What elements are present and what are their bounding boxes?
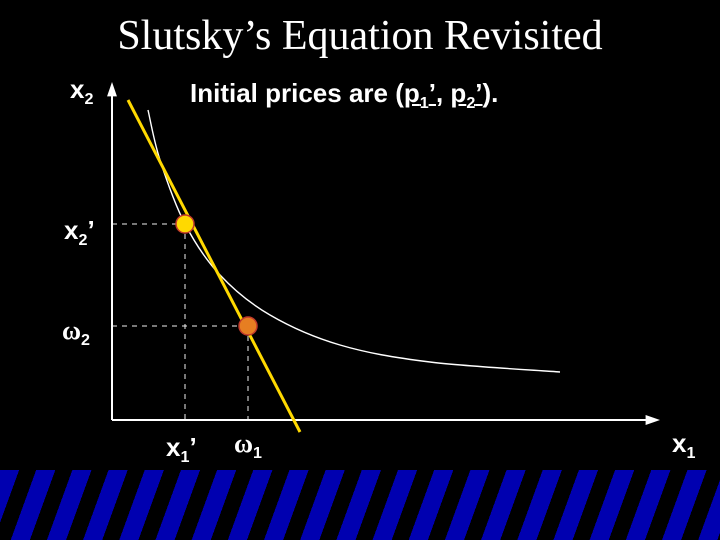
footer-hatching <box>0 470 720 540</box>
x1-prime-label: x1’ <box>166 432 197 467</box>
axes <box>107 82 660 425</box>
budget-line <box>128 100 300 432</box>
chart-svg <box>0 0 720 540</box>
guide-lines <box>112 224 248 420</box>
y-axis-label: x2 <box>70 74 93 109</box>
omega1-label: ω1 <box>234 428 262 463</box>
slide-root: Slutsky’s Equation Revisited Initial pri… <box>0 0 720 540</box>
tangency-points <box>176 215 257 335</box>
x-axis-label: x1 <box>672 428 695 463</box>
x2-prime-label: x2’ <box>64 215 95 250</box>
indiff-curve <box>148 110 560 372</box>
omega2-label: ω2 <box>62 315 90 350</box>
